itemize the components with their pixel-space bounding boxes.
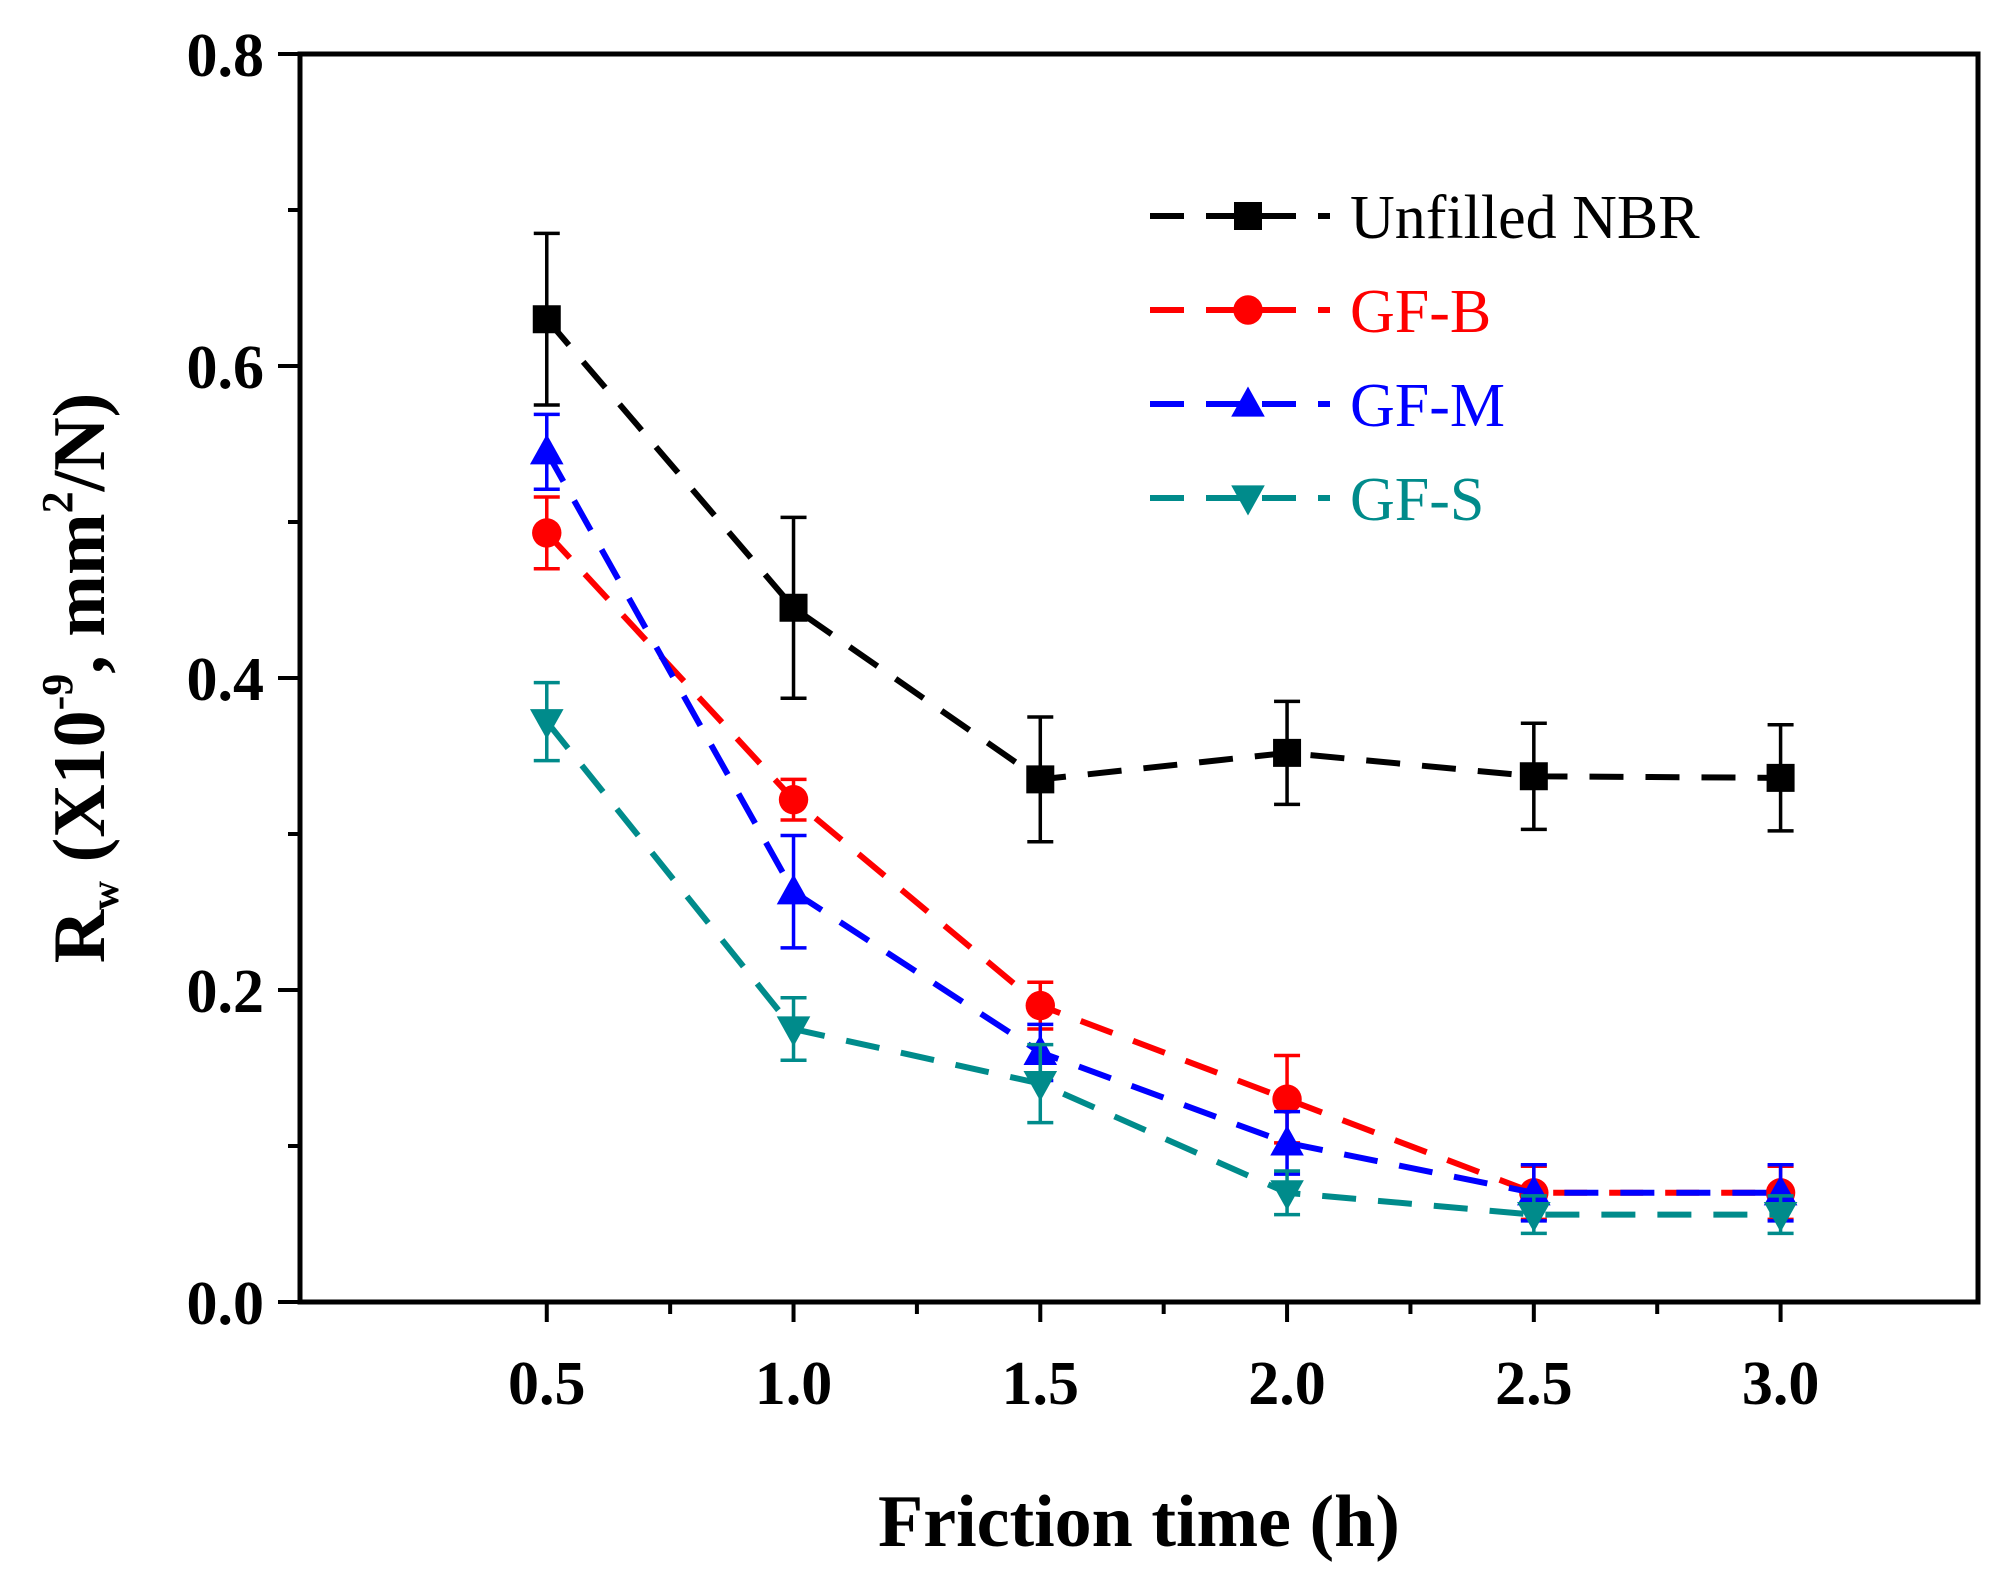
legend-marker — [1233, 295, 1263, 325]
series-gf-m — [529, 412, 1798, 1223]
x-axis-title: Friction time (h) — [878, 1481, 1400, 1563]
y-axis-title-subscript: w — [82, 881, 127, 910]
x-tick-label: 1.5 — [1002, 1350, 1080, 1418]
y-axis-title-unit-suffix: /N) — [39, 393, 121, 493]
data-point — [529, 709, 564, 740]
legend-marker — [1231, 386, 1265, 417]
x-tick-label: 3.0 — [1742, 1350, 1820, 1418]
legend: Unfilled NBR GF-B GF-M GF-S — [1150, 184, 1700, 534]
x-tick-label: 0.5 — [508, 1350, 586, 1418]
data-point — [1270, 1180, 1304, 1211]
y-tick-label: 0.4 — [187, 646, 265, 714]
data-point — [1025, 990, 1055, 1021]
y-tick-label: 0.8 — [187, 22, 265, 90]
series-gf-s — [529, 680, 1798, 1236]
data-point — [1763, 1175, 1798, 1206]
data-point — [532, 305, 561, 334]
data-point — [1517, 1202, 1551, 1233]
data-point — [1763, 1202, 1798, 1233]
data-point — [1273, 738, 1302, 767]
y-axis-title-exponent-2: 2 — [33, 491, 82, 513]
legend-item: GF-M — [1150, 372, 1505, 440]
series-line — [544, 450, 1781, 1196]
legend-marker — [1234, 202, 1262, 230]
legend-item: Unfilled NBR — [1150, 184, 1700, 252]
data-point — [1026, 765, 1055, 794]
legend-label: GF-B — [1350, 278, 1491, 346]
legend-label: Unfilled NBR — [1350, 184, 1700, 252]
data-point — [1272, 1084, 1302, 1114]
series-line — [544, 317, 1781, 783]
data-point — [529, 434, 564, 465]
series-line — [544, 530, 1781, 1196]
legend-item: GF-B — [1150, 278, 1491, 346]
data-point — [532, 518, 562, 548]
legend-label: GF-S — [1350, 466, 1484, 534]
data-point — [1519, 762, 1548, 791]
legend-label: GF-M — [1350, 372, 1505, 440]
y-tick-label: 0.6 — [187, 334, 265, 402]
data-point — [1023, 1071, 1058, 1102]
legend-marker — [1231, 485, 1265, 516]
series-unfilled-nbr — [532, 231, 1795, 844]
x-tick-label: 2.5 — [1495, 1350, 1573, 1418]
data-point — [1766, 763, 1795, 792]
y-tick-label: 0.0 — [187, 1270, 265, 1338]
data-point — [1270, 1125, 1304, 1156]
y-axis-title-base: R — [39, 908, 121, 963]
y-axis-title-exponent: -9 — [33, 674, 82, 711]
data-point — [776, 1016, 811, 1047]
data-point — [779, 593, 808, 622]
y-tick-label: 0.2 — [187, 958, 265, 1026]
y-axis-title: Rw (X10-9, mm2/N) — [33, 393, 127, 964]
axes-layer: 0.5 1.0 1.5 2.0 2.5 3.0 0.0 0.2 0.4 0.6 0.8 — [187, 22, 1820, 1418]
y-axis-title-unit-prefix: (X10 — [39, 710, 121, 881]
data-point — [776, 874, 811, 905]
x-tick-label: 2.0 — [1248, 1350, 1326, 1418]
x-tick-label: 1.0 — [755, 1350, 833, 1418]
data-point — [778, 784, 809, 815]
y-axis-title-unit-middle: , mm — [39, 513, 121, 673]
series-gf-b — [532, 495, 1796, 1222]
plot-frame — [297, 51, 1981, 1305]
legend-item: GF-S — [1150, 466, 1484, 534]
data-point — [1517, 1175, 1551, 1206]
series-layer — [529, 231, 1798, 1236]
series-line — [544, 719, 1781, 1218]
